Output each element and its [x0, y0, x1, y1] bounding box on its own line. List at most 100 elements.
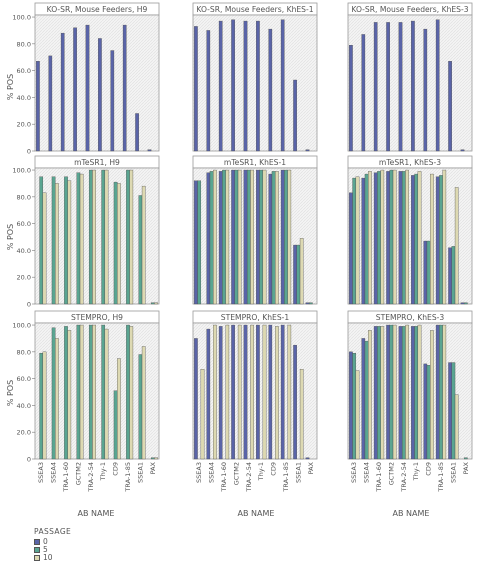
bar [88, 324, 93, 460]
bar [305, 149, 310, 152]
bar [194, 26, 198, 152]
bar [117, 358, 121, 460]
y-axis-label-row-3: % POS [6, 380, 15, 406]
bar [352, 177, 357, 305]
bar [280, 19, 285, 152]
bar [299, 238, 304, 305]
bar [423, 28, 428, 152]
chart-panel: mTeSR1, KhES-1 [192, 155, 318, 305]
bar [380, 326, 385, 460]
x-tick-label: CD9 [112, 462, 120, 476]
bar [194, 180, 198, 305]
bar [113, 390, 118, 460]
bar [463, 302, 468, 305]
bar [234, 169, 239, 305]
bar [414, 173, 419, 305]
bar [460, 149, 465, 152]
bar [373, 326, 378, 460]
bar [231, 324, 235, 460]
bar [293, 344, 297, 460]
bar [222, 169, 226, 305]
bar [361, 338, 366, 460]
x-tick-label: TRA-1-60 [375, 462, 383, 493]
bar [256, 169, 260, 305]
bar [197, 180, 202, 305]
bar [299, 369, 304, 460]
bar [398, 326, 403, 460]
x-tick-label: SSEA4 [50, 462, 58, 483]
bar [237, 169, 242, 305]
bar [442, 169, 447, 305]
bar [206, 30, 211, 152]
bar [442, 324, 447, 460]
chart-panel: mTeSR1, KhES-3 [347, 155, 473, 305]
x-tick-label: TRA-1-60 [62, 462, 70, 493]
bar [194, 338, 198, 460]
bar [117, 183, 121, 305]
legend-item-passage-5: 5 [34, 546, 71, 554]
bar [225, 169, 230, 305]
bar [355, 176, 360, 305]
chart-panel: STEMPRO, KhES-3 SSEA3 SSEA4 TRA-1-60 GCTM2 TR… [347, 310, 473, 493]
bar [225, 324, 230, 460]
bar [243, 324, 248, 460]
bar [430, 173, 434, 305]
bar [262, 324, 267, 460]
bar [135, 113, 139, 152]
bar [275, 326, 279, 460]
bar [122, 24, 127, 152]
bar [76, 172, 81, 305]
bar [448, 247, 452, 305]
x-tick-label: Thy-1 [257, 462, 265, 481]
bar [218, 326, 223, 460]
bar [373, 22, 378, 152]
bar [101, 169, 106, 305]
bar [280, 169, 285, 305]
bar [296, 244, 301, 305]
bar [386, 171, 390, 305]
bar [401, 171, 406, 305]
bar [79, 324, 84, 460]
bar [154, 457, 158, 460]
bar [206, 172, 211, 305]
chart-panel: STEMPRO, H9 0 20.0 40.0 60.0 80.0 100.0 SSEA3 SS… [12, 310, 160, 493]
bar [129, 169, 134, 305]
bar [349, 44, 353, 152]
x-tick-label: SSEA1 [294, 462, 302, 483]
bar [141, 346, 146, 460]
bar [268, 28, 273, 152]
bar [73, 27, 77, 152]
x-tick-label: SSEA4 [363, 462, 371, 483]
bar [206, 328, 211, 460]
panel-title: KO-SR, Mouse Feeders, KhES-1 [196, 5, 313, 14]
y-tick-label: 40.0 [17, 247, 31, 255]
bar [48, 55, 53, 152]
x-tick-label: TRA-1-85 [282, 462, 290, 493]
bar [435, 19, 440, 152]
y-tick-label: 40.0 [17, 94, 31, 102]
x-tick-label: TRA-1-85 [124, 462, 132, 493]
bar [150, 302, 155, 305]
bar [361, 177, 366, 305]
panels-layer: KO-SR, Mouse Feeders, H9 0 20.0 40.0 60.0 80.… [12, 2, 473, 493]
bar [250, 324, 254, 460]
chart-panel: KO-SR, Mouse Feeders, H9 0 20.0 40.0 60.0 80.… [12, 2, 160, 156]
bar [451, 362, 456, 460]
bar [401, 326, 406, 460]
bar [237, 324, 242, 460]
bar [218, 20, 223, 152]
x-tick-label: PAX [307, 461, 315, 474]
bar [448, 362, 452, 460]
bar [213, 324, 217, 460]
bar [51, 327, 56, 460]
bar [364, 340, 369, 460]
bar [51, 176, 56, 305]
x-axis-label-col-1: AB NAME [78, 509, 115, 518]
x-tick-label: Thy-1 [99, 462, 107, 481]
bar [110, 50, 115, 152]
bar [284, 169, 288, 305]
bar [231, 19, 235, 152]
bar [200, 369, 205, 460]
bar [349, 192, 353, 305]
